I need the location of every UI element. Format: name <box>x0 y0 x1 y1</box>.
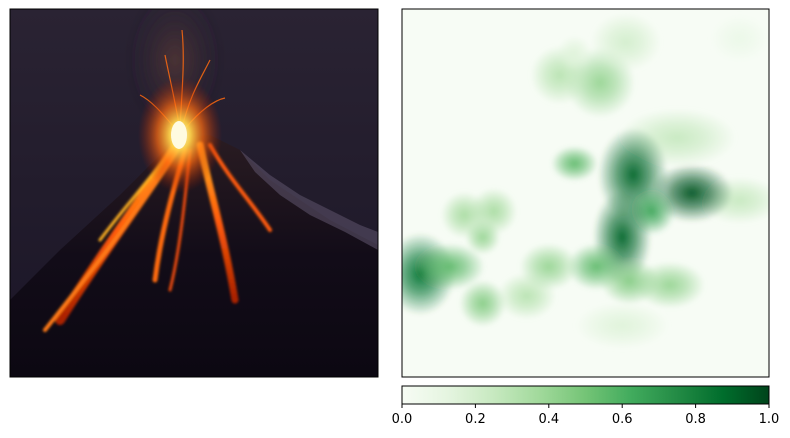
heatmap-blob <box>575 301 670 350</box>
eruption-core <box>171 121 187 149</box>
volcano-image-panel <box>10 9 378 377</box>
colorbar: 0.0 0.2 0.4 0.6 0.8 1.0 <box>392 385 780 427</box>
heatmap-blob <box>551 145 598 182</box>
image-frame <box>9 8 379 378</box>
colorbar-tick-label: 0.2 <box>465 412 486 427</box>
heatmap-blobs <box>402 12 769 350</box>
colorbar-tick-label: 0.0 <box>392 412 413 427</box>
heatmap-blob <box>556 35 593 71</box>
heatmap-frame <box>401 8 770 378</box>
heatmap-panel <box>401 8 770 378</box>
colorbar-tick-label: 0.6 <box>612 412 633 427</box>
heatmap-blob <box>519 243 579 291</box>
colorbar-tick-label: 1.0 <box>759 412 780 427</box>
colorbar-tick-label: 0.4 <box>538 412 559 427</box>
snow-ridge <box>240 150 378 250</box>
heatmap-blob <box>465 219 501 255</box>
heatmap-blob <box>414 243 485 291</box>
heatmap-blob <box>459 279 507 327</box>
heatmap-blob <box>710 14 769 62</box>
heatmap-blob <box>590 12 662 72</box>
heatmap-blob <box>634 261 706 309</box>
colorbar-tick-label: 0.8 <box>685 412 706 427</box>
colorbar-gradient <box>401 385 770 405</box>
colorbar-ticks: 0.0 0.2 0.4 0.6 0.8 1.0 <box>392 404 780 427</box>
